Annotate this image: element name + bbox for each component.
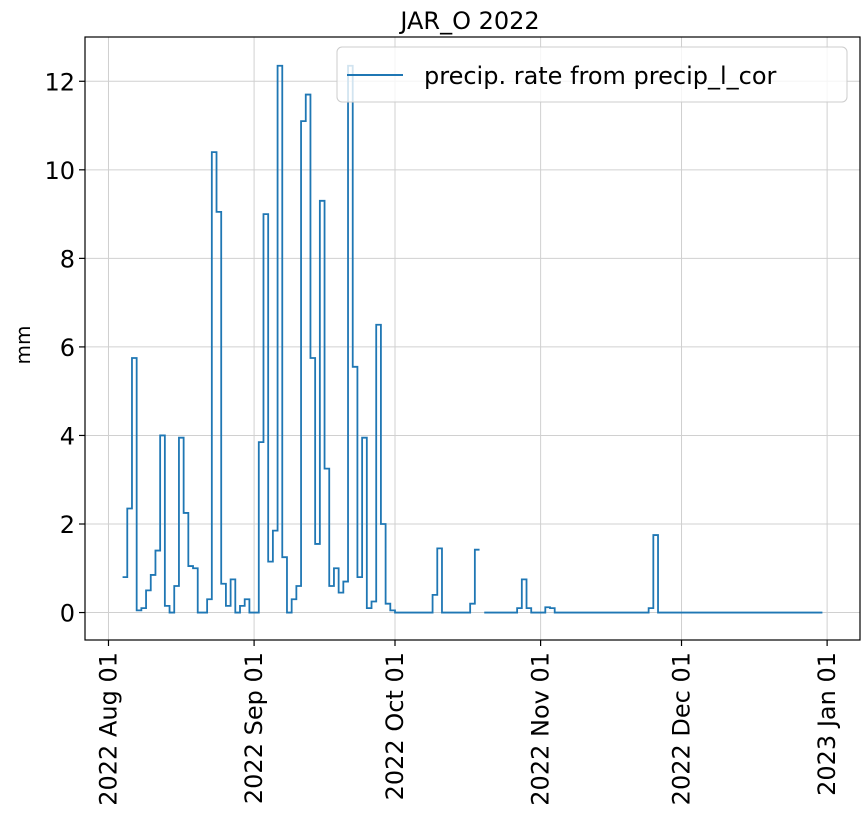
y-tick-label: 10 xyxy=(44,157,75,185)
x-tick-label: 2022 Nov 01 xyxy=(527,652,555,806)
chart-title: JAR_O 2022 xyxy=(398,7,539,35)
y-tick-label: 2 xyxy=(60,511,75,539)
x-tick-label: 2022 Sep 01 xyxy=(240,652,268,804)
y-axis-label: mm xyxy=(11,326,35,365)
x-tick-label: 2022 Dec 01 xyxy=(668,652,696,805)
legend-box xyxy=(336,46,848,103)
x-tick-label: 2022 Oct 01 xyxy=(381,652,409,800)
y-tick-label: 12 xyxy=(44,68,75,96)
legend: precip. rate from precip_l_cor xyxy=(336,46,848,103)
series-line xyxy=(122,64,480,614)
y-tick-label: 6 xyxy=(60,334,75,362)
legend-label: precip. rate from precip_l_cor xyxy=(424,62,777,90)
y-tick-label: 8 xyxy=(60,245,75,273)
series-layer xyxy=(122,64,823,614)
grid xyxy=(85,37,860,640)
x-tick-label: 2023 Jan 01 xyxy=(813,652,841,796)
series-line xyxy=(484,534,823,614)
x-axis: 2022 Aug 01 2022 Sep 01 2022 Oct 01 2022 No… xyxy=(94,640,841,806)
y-axis: 0 2 4 6 8 10 12 xyxy=(44,68,85,628)
y-tick-label: 0 xyxy=(60,600,75,628)
axes-frame xyxy=(84,36,861,641)
y-tick-label: 4 xyxy=(60,422,75,450)
x-tick-label: 2022 Aug 01 xyxy=(94,652,122,806)
